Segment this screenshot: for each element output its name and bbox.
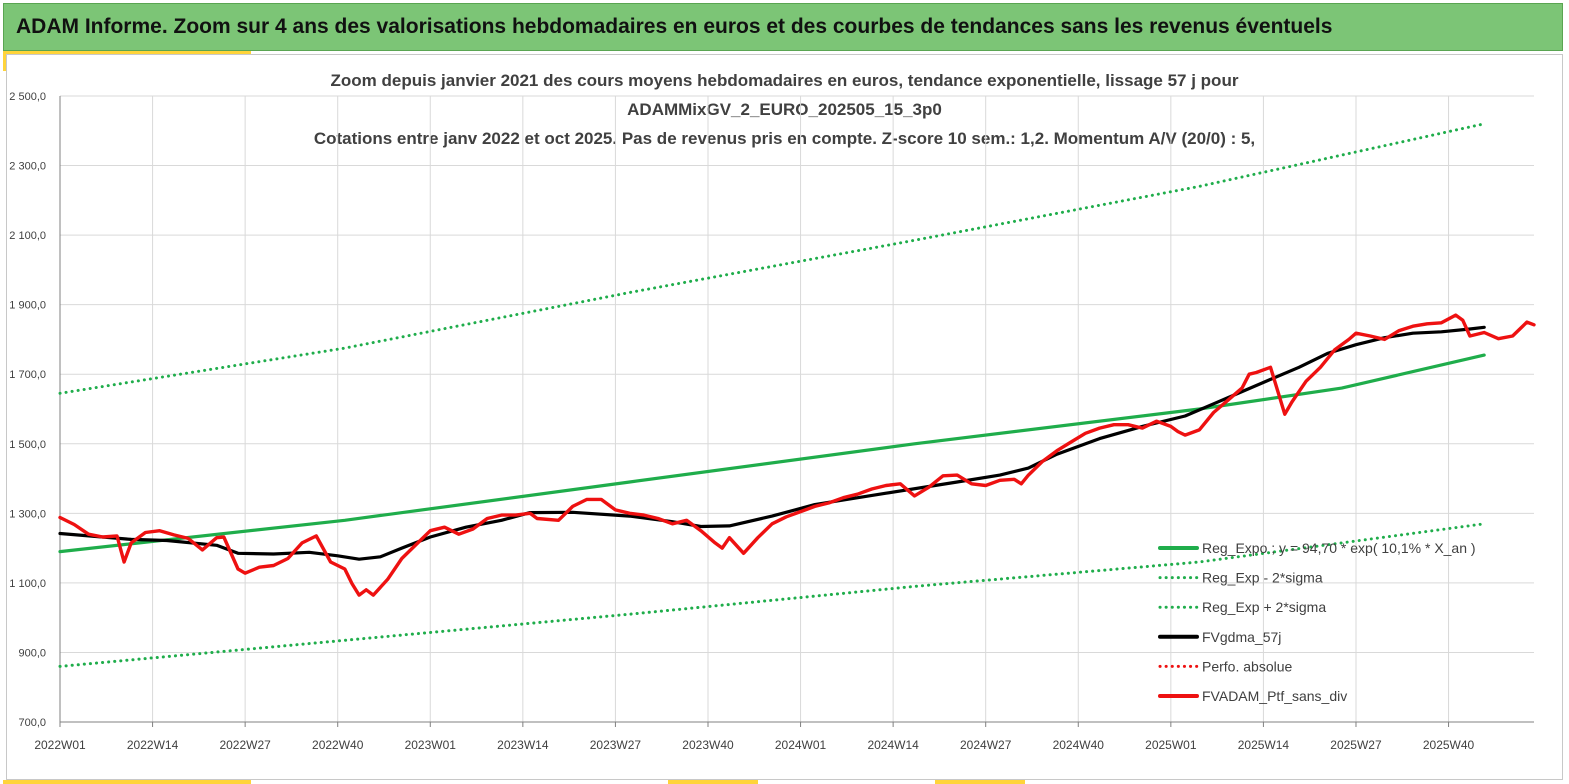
accent-bottom-mid bbox=[668, 780, 758, 784]
series-line bbox=[58, 313, 1536, 597]
legend-label: Reg_Exp + 2*sigma bbox=[1202, 599, 1326, 615]
x-tick-label: 2022W27 bbox=[219, 738, 271, 752]
x-tick-label: 2022W14 bbox=[127, 738, 179, 752]
y-tick-label: 1 500,0 bbox=[9, 439, 46, 451]
y-tick-label: 1 100,0 bbox=[9, 578, 46, 590]
series-line bbox=[58, 122, 1486, 395]
x-tick-label: 2023W01 bbox=[405, 738, 457, 752]
y-tick-label: 700,0 bbox=[18, 717, 46, 729]
y-tick-label: 2 100,0 bbox=[9, 230, 46, 242]
x-tick-label: 2024W40 bbox=[1053, 738, 1105, 752]
page-title: ADAM Informe. Zoom sur 4 ans des valoris… bbox=[16, 15, 1333, 38]
y-tick-label: 900,0 bbox=[18, 647, 46, 659]
x-tick-label: 2022W40 bbox=[312, 738, 364, 752]
x-tick-label: 2024W01 bbox=[775, 738, 827, 752]
chart-title-line-3: Cotations entre janv 2022 et oct 2025. P… bbox=[313, 129, 1256, 148]
legend-label: Perfo. absolue bbox=[1202, 658, 1292, 674]
y-tick-label: 1 900,0 bbox=[9, 300, 46, 312]
x-tick-label: 2025W27 bbox=[1330, 738, 1382, 752]
legend-label: FVgdma_57j bbox=[1202, 629, 1281, 645]
header-banner: ADAM Informe. Zoom sur 4 ans des valoris… bbox=[3, 3, 1563, 51]
series-line bbox=[58, 353, 1486, 554]
chart-area bbox=[6, 54, 1563, 780]
x-tick-label: 2022W01 bbox=[34, 738, 86, 752]
x-tick-label: 2023W14 bbox=[497, 738, 549, 752]
y-tick-label: 2 500,0 bbox=[9, 91, 46, 103]
accent-top-left bbox=[3, 51, 251, 54]
x-tick-label: 2025W40 bbox=[1423, 738, 1475, 752]
y-tick-label: 1 700,0 bbox=[9, 369, 46, 381]
accent-left-edge bbox=[3, 51, 6, 71]
legend-label: FVADAM_Ptf_sans_div bbox=[1202, 688, 1347, 704]
legend-label: Reg_Exp - 2*sigma bbox=[1202, 570, 1323, 586]
chart-title-line-1: Zoom depuis janvier 2021 des cours moyen… bbox=[330, 71, 1239, 90]
accent-bottom-mid2 bbox=[935, 780, 1025, 784]
x-tick-label: 2024W27 bbox=[960, 738, 1012, 752]
chart-title-line-2: ADAMMixGV_2_EURO_202505_15_3p0 bbox=[627, 100, 942, 119]
y-tick-label: 1 300,0 bbox=[9, 508, 46, 520]
legend-label: Reg_Expo ; y = 94,70 * exp( 10,1% * X_an… bbox=[1202, 540, 1476, 556]
x-tick-label: 2025W01 bbox=[1145, 738, 1197, 752]
x-tick-label: 2024W14 bbox=[867, 738, 919, 752]
y-tick-label: 2 300,0 bbox=[9, 161, 46, 173]
series-line bbox=[58, 522, 1486, 668]
x-tick-label: 2025W14 bbox=[1238, 738, 1290, 752]
accent-bottom-left bbox=[3, 780, 251, 784]
x-tick-label: 2023W40 bbox=[682, 738, 734, 752]
x-tick-label: 2023W27 bbox=[590, 738, 642, 752]
